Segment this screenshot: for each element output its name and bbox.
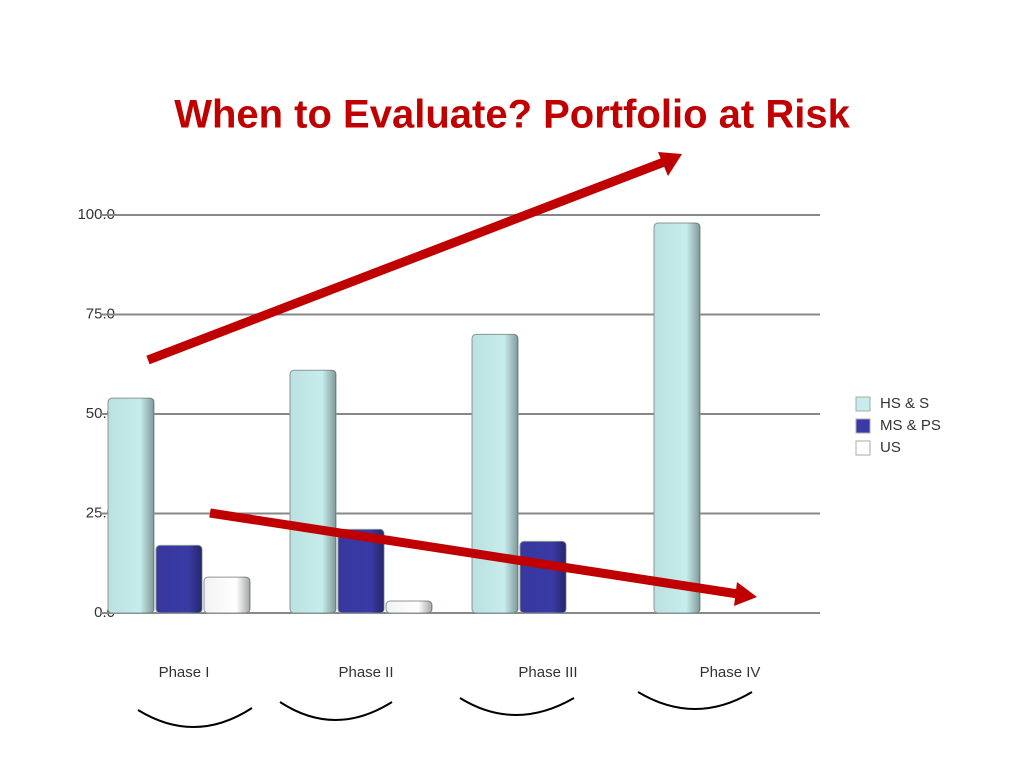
bar-group	[519, 540, 567, 614]
bar-shade	[204, 577, 250, 613]
bar-group	[471, 333, 519, 614]
decorations	[137, 691, 753, 728]
brace	[137, 707, 253, 728]
legend-swatch	[855, 440, 871, 456]
bar-group	[107, 397, 155, 614]
bar-shade	[520, 541, 566, 613]
bar-shade	[290, 370, 336, 613]
bar-group	[337, 528, 385, 614]
arrow-head	[734, 582, 757, 606]
x-tick-label: Phase I	[159, 664, 210, 681]
brace	[637, 691, 753, 710]
bar-shade	[386, 601, 432, 613]
arrow-head	[658, 152, 682, 176]
x-tick-label: Phase IV	[700, 664, 761, 681]
legend-label: US	[880, 439, 901, 456]
bar-group	[653, 222, 701, 614]
bar-group	[289, 369, 337, 614]
legend-swatch	[855, 418, 871, 434]
legend-swatch	[855, 396, 871, 412]
arrow-line	[209, 508, 739, 599]
x-tick-label: Phase III	[518, 664, 577, 681]
brace	[279, 701, 393, 721]
arrows	[146, 152, 757, 606]
bar-group	[155, 544, 203, 614]
x-tick-label: Phase II	[338, 664, 393, 681]
chart-title: When to Evaluate? Portfolio at Risk	[174, 93, 850, 137]
legend-label: MS & PS	[880, 417, 941, 434]
y-tick-label: 100.0	[77, 206, 115, 223]
bar-group	[203, 576, 251, 614]
brace	[459, 697, 575, 716]
bar-shade	[156, 545, 202, 613]
bar-shade	[338, 529, 384, 613]
legend-label: HS & S	[880, 395, 929, 412]
bar-shade	[108, 398, 154, 613]
bar-shade	[654, 222, 700, 613]
bar-shade	[472, 334, 518, 613]
arrow-line	[146, 157, 666, 365]
bar-group	[385, 600, 433, 614]
